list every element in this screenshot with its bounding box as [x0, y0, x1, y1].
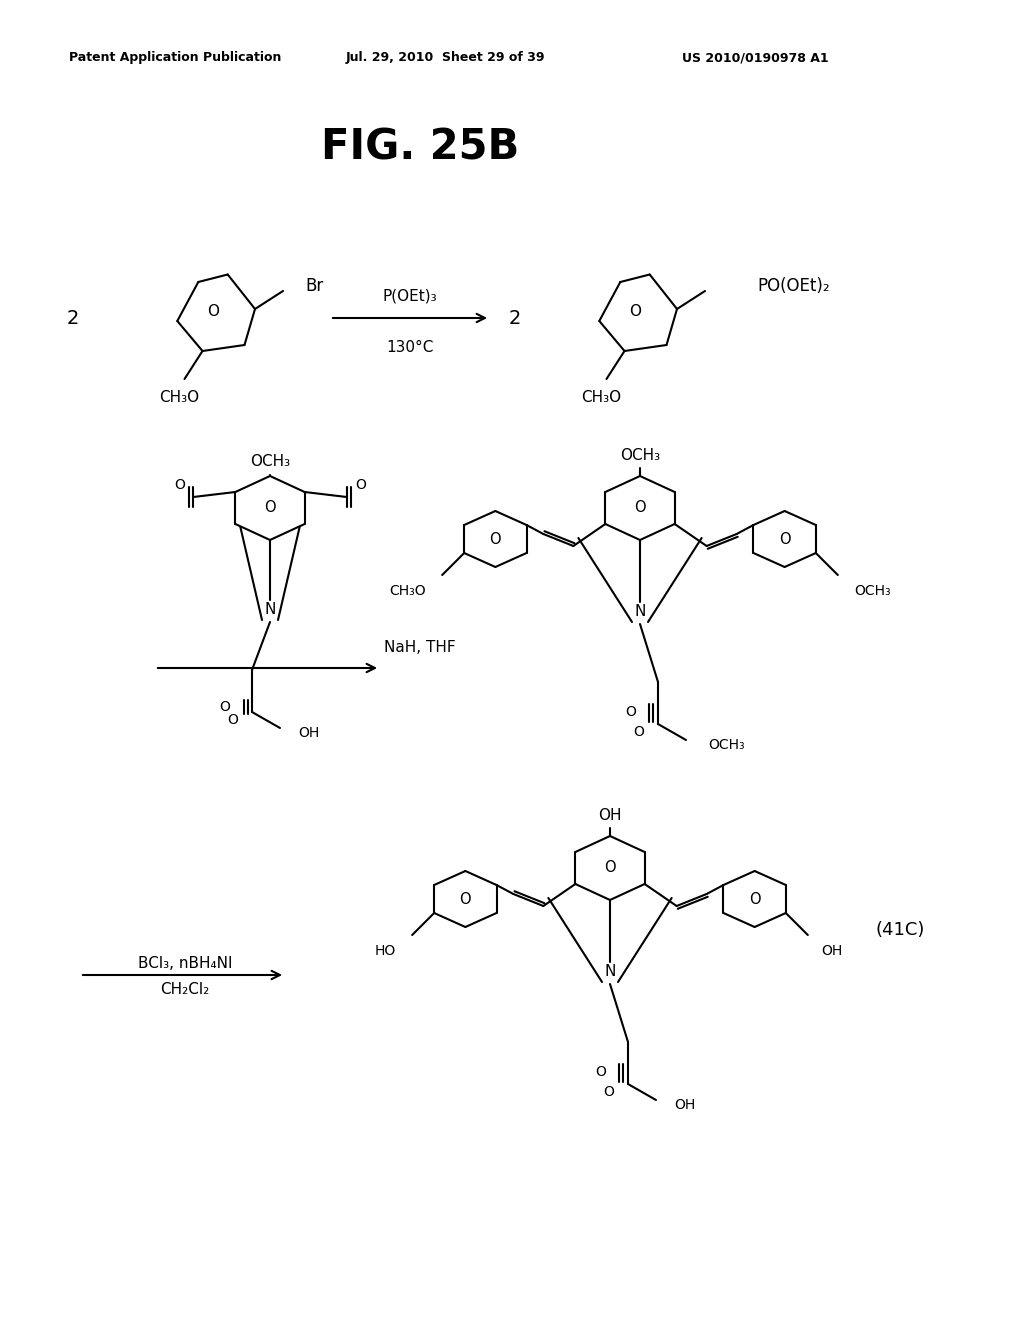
Text: CH₃O: CH₃O	[389, 583, 426, 598]
Text: O: O	[207, 305, 219, 319]
Text: O: O	[219, 700, 230, 714]
Text: P(OEt)₃: P(OEt)₃	[383, 289, 437, 304]
Text: O: O	[603, 1085, 614, 1100]
Text: O: O	[634, 500, 646, 516]
Text: O: O	[625, 705, 636, 719]
Text: N: N	[264, 602, 275, 618]
Text: OCH₃: OCH₃	[854, 583, 891, 598]
Text: 2: 2	[509, 309, 521, 327]
Text: OCH₃: OCH₃	[250, 454, 290, 470]
Text: O: O	[629, 305, 641, 319]
Text: OCH₃: OCH₃	[708, 738, 744, 752]
Text: 2: 2	[67, 309, 79, 327]
Text: OH: OH	[674, 1098, 695, 1111]
Text: US 2010/0190978 A1: US 2010/0190978 A1	[682, 51, 828, 65]
Text: N: N	[634, 605, 646, 619]
Text: CH₂Cl₂: CH₂Cl₂	[161, 982, 210, 998]
Text: 130°C: 130°C	[386, 341, 434, 355]
Text: O: O	[604, 861, 615, 875]
Text: O: O	[633, 725, 644, 739]
Text: O: O	[227, 713, 238, 727]
Text: O: O	[460, 891, 471, 907]
Text: OH: OH	[298, 726, 319, 741]
Text: O: O	[489, 532, 501, 546]
Text: OH: OH	[598, 808, 622, 822]
Text: HO: HO	[375, 944, 396, 958]
Text: CH₃O: CH₃O	[160, 389, 200, 404]
Text: Br: Br	[305, 277, 324, 294]
Text: O: O	[595, 1065, 606, 1078]
Text: CH₃O: CH₃O	[582, 389, 622, 404]
Text: OH: OH	[821, 944, 842, 958]
Text: PO(OEt)₂: PO(OEt)₂	[757, 277, 829, 294]
Text: O: O	[355, 478, 366, 492]
Text: Jul. 29, 2010  Sheet 29 of 39: Jul. 29, 2010 Sheet 29 of 39	[345, 51, 545, 65]
Text: Patent Application Publication: Patent Application Publication	[69, 51, 282, 65]
Text: O: O	[779, 532, 791, 546]
Text: BCl₃, nBH₄NI: BCl₃, nBH₄NI	[138, 956, 232, 970]
Text: OCH₃: OCH₃	[620, 447, 660, 462]
Text: N: N	[604, 965, 615, 979]
Text: (41C): (41C)	[876, 921, 925, 939]
Text: O: O	[749, 891, 761, 907]
Text: NaH, THF: NaH, THF	[384, 640, 456, 656]
Text: O: O	[174, 478, 184, 492]
Text: FIG. 25B: FIG. 25B	[321, 127, 519, 169]
Text: O: O	[264, 500, 275, 516]
